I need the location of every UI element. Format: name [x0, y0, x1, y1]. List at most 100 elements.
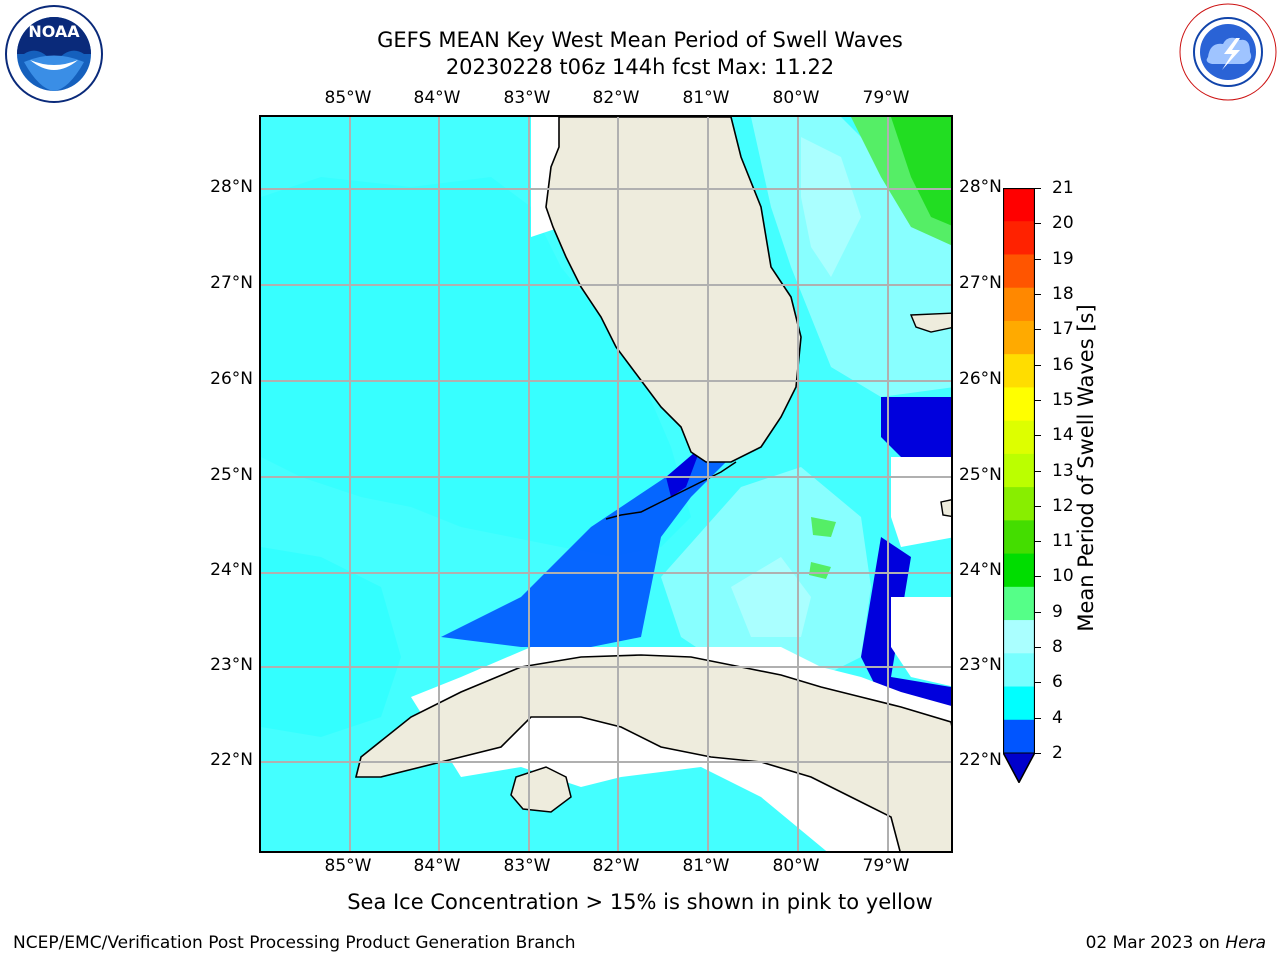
colorbar-swatch [1003, 586, 1035, 621]
lat-label-right-27n: 27°N [959, 273, 1002, 293]
lat-label-right-25n: 25°N [959, 465, 1002, 485]
lat-label-left-26n: 26°N [210, 369, 253, 389]
lat-label-right-26n: 26°N [959, 369, 1002, 389]
colorbar-swatch [1003, 686, 1035, 721]
footer-date: 02 Mar 2023 on Hera [1086, 933, 1266, 953]
lon-label-top-79w: 79°W [862, 88, 910, 108]
no-data-east-2 [891, 597, 951, 687]
footer-machine: Hera [1225, 933, 1266, 953]
colorbar-tick-mark [1035, 364, 1041, 366]
lat-label-right-22n: 22°N [959, 750, 1002, 770]
ocean-region-southwest [261, 547, 401, 737]
colorbar-tick-label: 6 [1052, 672, 1063, 693]
colorbar-tick-mark [1035, 753, 1041, 754]
colorbar-swatch [1003, 387, 1035, 422]
colorbar-tick-mark [1035, 470, 1041, 472]
lat-label-right-24n: 24°N [959, 560, 1002, 580]
swell-period-map [261, 117, 951, 851]
lon-label-top-82w: 82°W [592, 88, 640, 108]
noaa-logo-text: NOAA [28, 22, 80, 41]
colorbar-tick-label: 11 [1052, 531, 1074, 552]
sea-ice-note: Sea Ice Concentration > 15% is shown in … [347, 890, 933, 914]
colorbar-swatch [1003, 354, 1035, 388]
colorbar-swatch [1003, 553, 1035, 588]
colorbar-tick-label: 20 [1052, 213, 1074, 234]
lon-label-bottom-83w: 83°W [503, 856, 551, 876]
graticule [261, 117, 951, 851]
colorbar-swatch [1003, 254, 1035, 289]
colorbar-tick-mark [1035, 541, 1041, 543]
colorbar-tick-labels: 21 20 19 18 17 16 15 14 13 12 11 10 9 8 6 4 2 [1035, 178, 1082, 768]
lat-label-left-27n: 27°N [210, 273, 253, 293]
florida-keys [605, 461, 737, 520]
colorbar-swatch [1003, 620, 1035, 654]
ocean-region-east-pale [801, 137, 861, 277]
lon-label-bottom-80w: 80°W [772, 856, 820, 876]
colorbar-tick-label: 2 [1052, 743, 1063, 763]
colorbar-tick-mark [1035, 682, 1041, 684]
no-data-east-1 [891, 457, 951, 547]
footer-date-text: 02 Mar 2023 on [1085, 933, 1226, 953]
ocean-region-bright-green [891, 117, 951, 226]
lat-label-left-22n: 22°N [210, 750, 253, 770]
colorbar-swatch [1003, 320, 1035, 355]
lon-label-bottom-82w: 82°W [592, 856, 640, 876]
lat-label-left-28n: 28°N [210, 177, 253, 197]
colorbar-tick-mark [1035, 223, 1041, 225]
colorbar-tick-mark [1035, 717, 1041, 719]
footer-branch: NCEP/EMC/Verification Post Processing Pr… [13, 933, 576, 953]
nws-logo [1178, 2, 1278, 102]
colorbar-tick-label: 9 [1052, 601, 1063, 622]
colorbar-swatch [1003, 188, 1035, 222]
colorbar [1002, 187, 1036, 785]
colorbar-tick-label: 18 [1052, 283, 1074, 304]
colorbar-tick-mark [1035, 611, 1041, 613]
colorbar-tick-label: 19 [1052, 248, 1074, 269]
lat-label-left-24n: 24°N [210, 560, 253, 580]
colorbar-tick-label: 17 [1052, 319, 1074, 340]
colorbar-swatch [1003, 520, 1035, 555]
ocean-patch-green-2 [809, 562, 831, 579]
colorbar-tick-mark [1035, 576, 1041, 578]
ocean-region-west [261, 177, 691, 557]
lon-label-top-81w: 81°W [682, 88, 730, 108]
map-title-line2: 20230228 t06z 144h fcst Max: 11.22 [445, 55, 835, 79]
colorbar-tick-label: 4 [1052, 707, 1063, 728]
colorbar-tick-label: 10 [1052, 566, 1074, 587]
map-panel [259, 115, 953, 853]
colorbar-swatches [1002, 187, 1036, 785]
colorbar-tick-label: 15 [1052, 389, 1074, 410]
land-cuba [354, 654, 951, 851]
deep-blue-straits [441, 447, 731, 647]
lat-label-right-28n: 28°N [959, 177, 1002, 197]
ocean-patch-green-1 [811, 517, 836, 537]
colorbar-tick-label: 21 [1052, 178, 1074, 198]
colorbar-outline [1002, 187, 1036, 784]
colorbar-tick-mark [1035, 329, 1041, 331]
land-isle-of-youth [510, 766, 572, 813]
colorbar-tick-mark [1035, 258, 1041, 260]
lon-label-top-80w: 80°W [772, 88, 820, 108]
colorbar-extend-triangle [1002, 752, 1036, 785]
colorbar-tick-mark [1035, 435, 1041, 437]
land-andros [940, 499, 951, 518]
colorbar-swatch [1003, 420, 1035, 455]
colorbar-tick-mark [1035, 647, 1041, 649]
colorbar-swatch [1003, 719, 1035, 754]
colorbar-swatch [1003, 287, 1035, 322]
deep-blue-keys [666, 447, 701, 497]
land-grand-bahama [909, 312, 951, 333]
colorbar-tick-mark [1035, 293, 1041, 295]
ocean-region-central-pale [731, 557, 811, 637]
colorbar-tick-label: 14 [1052, 425, 1074, 446]
lon-label-top-84w: 84°W [413, 88, 461, 108]
deep-blue-bahamas [881, 397, 951, 457]
lon-label-top-85w: 85°W [324, 88, 372, 108]
lon-label-bottom-85w: 85°W [324, 856, 372, 876]
deep-blue-east [861, 537, 951, 716]
lat-label-left-25n: 25°N [210, 465, 253, 485]
lat-label-right-23n: 23°N [959, 655, 1002, 675]
land-florida [545, 117, 802, 463]
noaa-logo: NOAA [4, 4, 104, 104]
colorbar-swatch [1003, 221, 1035, 255]
